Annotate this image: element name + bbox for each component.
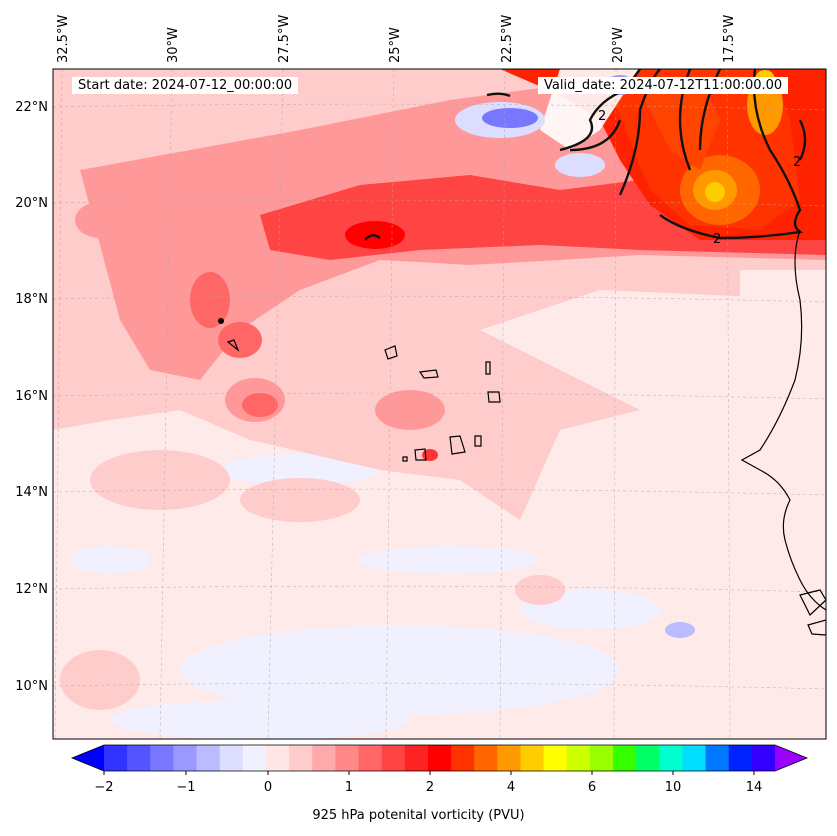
coastlines bbox=[226, 229, 826, 636]
contour-label-2: 2 bbox=[598, 109, 606, 124]
colorbar-segment bbox=[335, 745, 360, 771]
lon-label-22-5w: 22.5°W bbox=[500, 15, 515, 63]
lon-label-30w: 30°W bbox=[166, 27, 181, 63]
start-date-label: Start date: 2024-07-12_00:00:00 bbox=[72, 77, 299, 94]
colorbar-segment bbox=[150, 745, 175, 771]
colorbar-title: 925 hPa potenital vorticity (PVU) bbox=[312, 808, 525, 823]
latitude-labels: 22°N 20°N 18°N 16°N 14°N 12°N 10°N bbox=[15, 100, 48, 694]
colorbar-segment bbox=[589, 745, 614, 771]
longitude-labels: 32.5°W 30°W 27.5°W 25°W 22.5°W 20°W 17.5… bbox=[56, 15, 737, 63]
lon-label-20w: 20°W bbox=[611, 27, 626, 63]
lat-label-18n: 18°N bbox=[15, 292, 48, 307]
colorbar-segment bbox=[451, 745, 475, 771]
cbar-tick-0: −2 bbox=[94, 780, 113, 795]
map-frame bbox=[52, 68, 827, 740]
contour-label-3: 2 bbox=[793, 155, 801, 170]
map-panel bbox=[53, 69, 826, 739]
colorbar-segment bbox=[613, 745, 637, 771]
colorbar-segment bbox=[404, 745, 429, 771]
lat-label-10n: 10°N bbox=[15, 679, 48, 694]
lat-label-12n: 12°N bbox=[15, 582, 48, 597]
colorbar-segment bbox=[682, 745, 707, 771]
colorbar bbox=[70, 744, 809, 775]
colorbar-segment bbox=[497, 745, 522, 771]
colorbar-segment bbox=[751, 745, 776, 771]
colorbar-segment bbox=[196, 745, 221, 771]
colorbar-segment bbox=[104, 745, 128, 771]
colorbar-segment bbox=[242, 745, 267, 771]
lat-label-14n: 14°N bbox=[15, 485, 48, 500]
colorbar-segment bbox=[381, 745, 406, 771]
colorbar-segment bbox=[265, 745, 290, 771]
colorbar-segment bbox=[636, 745, 660, 771]
cbar-tick-8: 14 bbox=[746, 780, 763, 795]
colorbar-segment bbox=[173, 745, 198, 771]
lat-label-22n: 22°N bbox=[15, 100, 48, 115]
cbar-tick-5: 4 bbox=[507, 780, 515, 795]
cbar-tick-4: 2 bbox=[426, 780, 434, 795]
colorbar-segment bbox=[728, 745, 753, 771]
lon-label-32-5w: 32.5°W bbox=[56, 15, 71, 63]
colorbar-segment bbox=[705, 745, 730, 771]
contour-label-1: 2 bbox=[713, 232, 721, 247]
colorbar-extend-low bbox=[72, 745, 104, 771]
cbar-tick-2: 0 bbox=[264, 780, 272, 795]
vorticity-maximum-dot bbox=[218, 318, 224, 324]
colorbar-segment bbox=[659, 745, 684, 771]
colorbar-extend-high bbox=[775, 745, 807, 771]
colorbar-segment bbox=[427, 745, 452, 771]
land-field bbox=[740, 270, 826, 739]
colorbar-segment bbox=[312, 745, 336, 771]
colorbar-segment bbox=[219, 745, 244, 771]
colorbar-segment bbox=[358, 745, 383, 771]
cbar-tick-6: 6 bbox=[588, 780, 596, 795]
cbar-tick-3: 1 bbox=[345, 780, 353, 795]
cbar-tick-7: 10 bbox=[665, 780, 682, 795]
colorbar-ticks: −2 −1 0 1 2 4 6 10 14 bbox=[94, 780, 762, 795]
lon-label-27-5w: 27.5°W bbox=[277, 15, 292, 63]
gridlines bbox=[53, 69, 826, 739]
colorbar-segment bbox=[543, 745, 568, 771]
lon-label-25w: 25°W bbox=[388, 27, 403, 63]
colorbar-segment bbox=[289, 745, 313, 771]
colorbar-segment bbox=[127, 745, 151, 771]
colorbar-segment bbox=[474, 745, 498, 771]
lat-label-20n: 20°N bbox=[15, 196, 48, 211]
lon-label-17-5w: 17.5°W bbox=[722, 15, 737, 63]
lat-label-16n: 16°N bbox=[15, 389, 48, 404]
cbar-tick-1: −1 bbox=[176, 780, 195, 795]
negative-pv-patches bbox=[70, 290, 695, 739]
valid-date-label: Valid_date: 2024-07-12T11:00:00.00 bbox=[538, 77, 789, 94]
colorbar-segment bbox=[566, 745, 591, 771]
colorbar-segment bbox=[520, 745, 545, 771]
